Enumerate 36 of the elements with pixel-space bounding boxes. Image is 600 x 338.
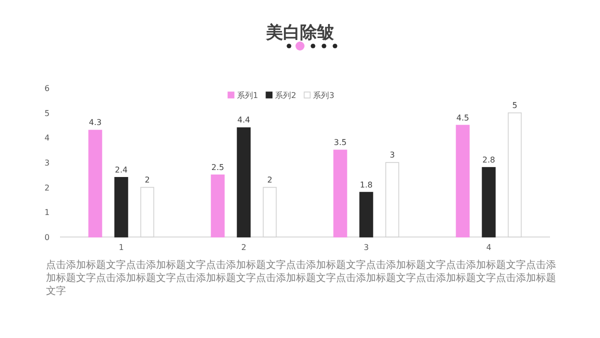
y-tick-label: 6	[44, 84, 50, 93]
data-label: 5	[512, 100, 518, 110]
data-label: 4.3	[88, 118, 102, 128]
data-label: 1.8	[360, 180, 373, 190]
data-label: 2.5	[211, 162, 224, 172]
x-tick-label: 2	[241, 243, 246, 252]
bar	[456, 124, 470, 238]
y-tick-label: 0	[44, 233, 50, 242]
y-tick-label: 2	[44, 183, 50, 192]
data-label: 2	[267, 175, 272, 184]
legend-label: 系列1	[237, 91, 258, 100]
data-label: 4.4	[237, 116, 250, 125]
x-tick-label: 3	[364, 243, 369, 252]
data-label: 2.8	[482, 155, 496, 164]
bar	[482, 167, 496, 238]
bar	[236, 127, 251, 238]
x-tick-label: 1	[118, 243, 124, 252]
bar	[88, 130, 102, 238]
y-tick-label: 4	[44, 134, 50, 143]
legend-label: 系列3	[313, 91, 334, 100]
chart-title: 美白除皱	[265, 23, 334, 43]
bar	[359, 192, 374, 238]
bar	[210, 174, 225, 238]
data-label: 3.5	[334, 138, 347, 148]
legend-label: 系列2	[275, 91, 296, 100]
data-label: 3	[390, 150, 395, 160]
data-label: 4.5	[456, 113, 470, 122]
y-tick-label: 1	[44, 208, 50, 218]
y-tick-label: 3	[44, 158, 50, 168]
data-label: 2.4	[114, 165, 128, 174]
data-label: 2	[144, 175, 150, 184]
bar	[333, 150, 348, 238]
y-tick-label: 5	[44, 108, 50, 118]
x-tick-label: 4	[486, 243, 492, 252]
text: 点击添加标题文字点击添加标题文字点击添加标题文字点击添加标题文字点击添加标题文字点击添加标题文字点击添加标题文字点击添加标题文字点击添加标题文字点击添加标题文字点击添加标题文字点击添加标题文字点击添加标题文字	[46, 259, 557, 298]
bar	[114, 177, 128, 238]
